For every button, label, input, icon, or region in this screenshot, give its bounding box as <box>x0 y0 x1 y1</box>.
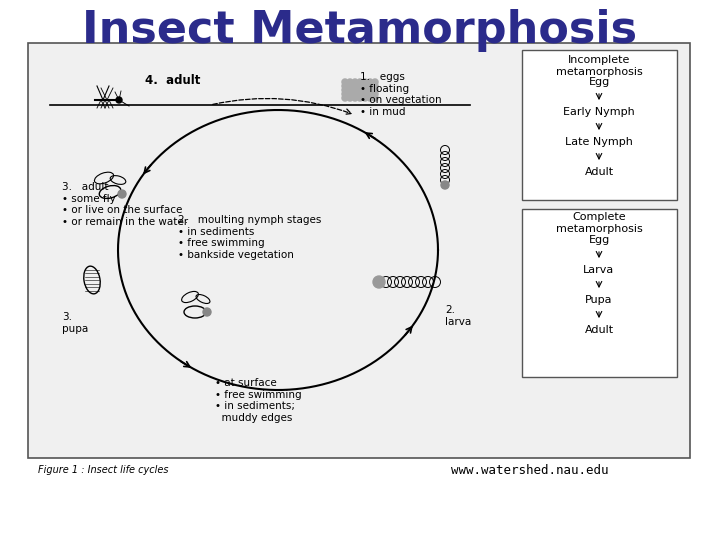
Text: 3.   adult
• some fly
• or live on the surface
• or remain in the water: 3. adult • some fly • or live on the sur… <box>62 182 188 227</box>
Circle shape <box>351 91 359 98</box>
Text: 2.
larva: 2. larva <box>445 305 472 327</box>
FancyBboxPatch shape <box>522 50 677 200</box>
Circle shape <box>346 83 354 90</box>
Circle shape <box>361 91 369 98</box>
Circle shape <box>372 83 379 90</box>
Circle shape <box>351 86 359 93</box>
Circle shape <box>366 86 374 93</box>
Circle shape <box>341 94 348 102</box>
Circle shape <box>341 86 348 93</box>
Circle shape <box>351 83 359 90</box>
Circle shape <box>372 94 379 102</box>
FancyBboxPatch shape <box>28 43 690 458</box>
Circle shape <box>118 190 126 198</box>
Circle shape <box>351 94 359 102</box>
Circle shape <box>341 91 348 98</box>
Circle shape <box>372 86 379 93</box>
Circle shape <box>351 78 359 85</box>
Text: Late Nymph: Late Nymph <box>565 137 633 147</box>
Text: 2.   moulting nymph stages
• in sediments
• free swimming
• bankside vegetation: 2. moulting nymph stages • in sediments … <box>178 215 321 260</box>
Circle shape <box>346 78 354 85</box>
Text: • at surface
• free swimming
• in sediments;
  muddy edges: • at surface • free swimming • in sedime… <box>215 378 302 423</box>
Text: Figure 1 : Insect life cycles: Figure 1 : Insect life cycles <box>38 465 168 475</box>
Circle shape <box>366 78 374 85</box>
Circle shape <box>361 78 369 85</box>
Circle shape <box>441 181 449 189</box>
Circle shape <box>361 94 369 102</box>
Text: 3.
pupa: 3. pupa <box>62 312 89 334</box>
Circle shape <box>372 78 379 85</box>
Circle shape <box>356 83 364 90</box>
FancyBboxPatch shape <box>522 209 677 377</box>
Circle shape <box>356 94 364 102</box>
Circle shape <box>366 83 374 90</box>
Circle shape <box>361 86 369 93</box>
Text: 4.  adult: 4. adult <box>145 73 200 86</box>
Text: Early Nymph: Early Nymph <box>563 107 635 117</box>
Text: Egg: Egg <box>588 77 610 87</box>
Circle shape <box>346 86 354 93</box>
Text: Insect Metamorphosis: Insect Metamorphosis <box>82 9 638 51</box>
Circle shape <box>356 86 364 93</box>
Circle shape <box>341 78 348 85</box>
Text: Incomplete
metamorphosis: Incomplete metamorphosis <box>556 55 642 77</box>
Circle shape <box>373 276 385 288</box>
Circle shape <box>346 91 354 98</box>
Circle shape <box>341 83 348 90</box>
Text: Larva: Larva <box>583 265 615 275</box>
Circle shape <box>366 91 374 98</box>
Text: Adult: Adult <box>585 325 613 335</box>
Circle shape <box>361 83 369 90</box>
Text: 1.   eggs
• floating
• on vegetation
• in mud: 1. eggs • floating • on vegetation • in … <box>360 72 441 117</box>
Circle shape <box>366 94 374 102</box>
Text: Egg: Egg <box>588 235 610 245</box>
Text: Complete
metamorphosis: Complete metamorphosis <box>556 212 642 234</box>
Circle shape <box>372 91 379 98</box>
Text: Adult: Adult <box>585 167 613 177</box>
Circle shape <box>346 94 354 102</box>
Circle shape <box>356 91 364 98</box>
Text: Pupa: Pupa <box>585 295 613 305</box>
Circle shape <box>203 308 211 316</box>
Circle shape <box>356 78 364 85</box>
Circle shape <box>116 97 122 103</box>
Text: www.watershed.nau.edu: www.watershed.nau.edu <box>451 463 608 476</box>
